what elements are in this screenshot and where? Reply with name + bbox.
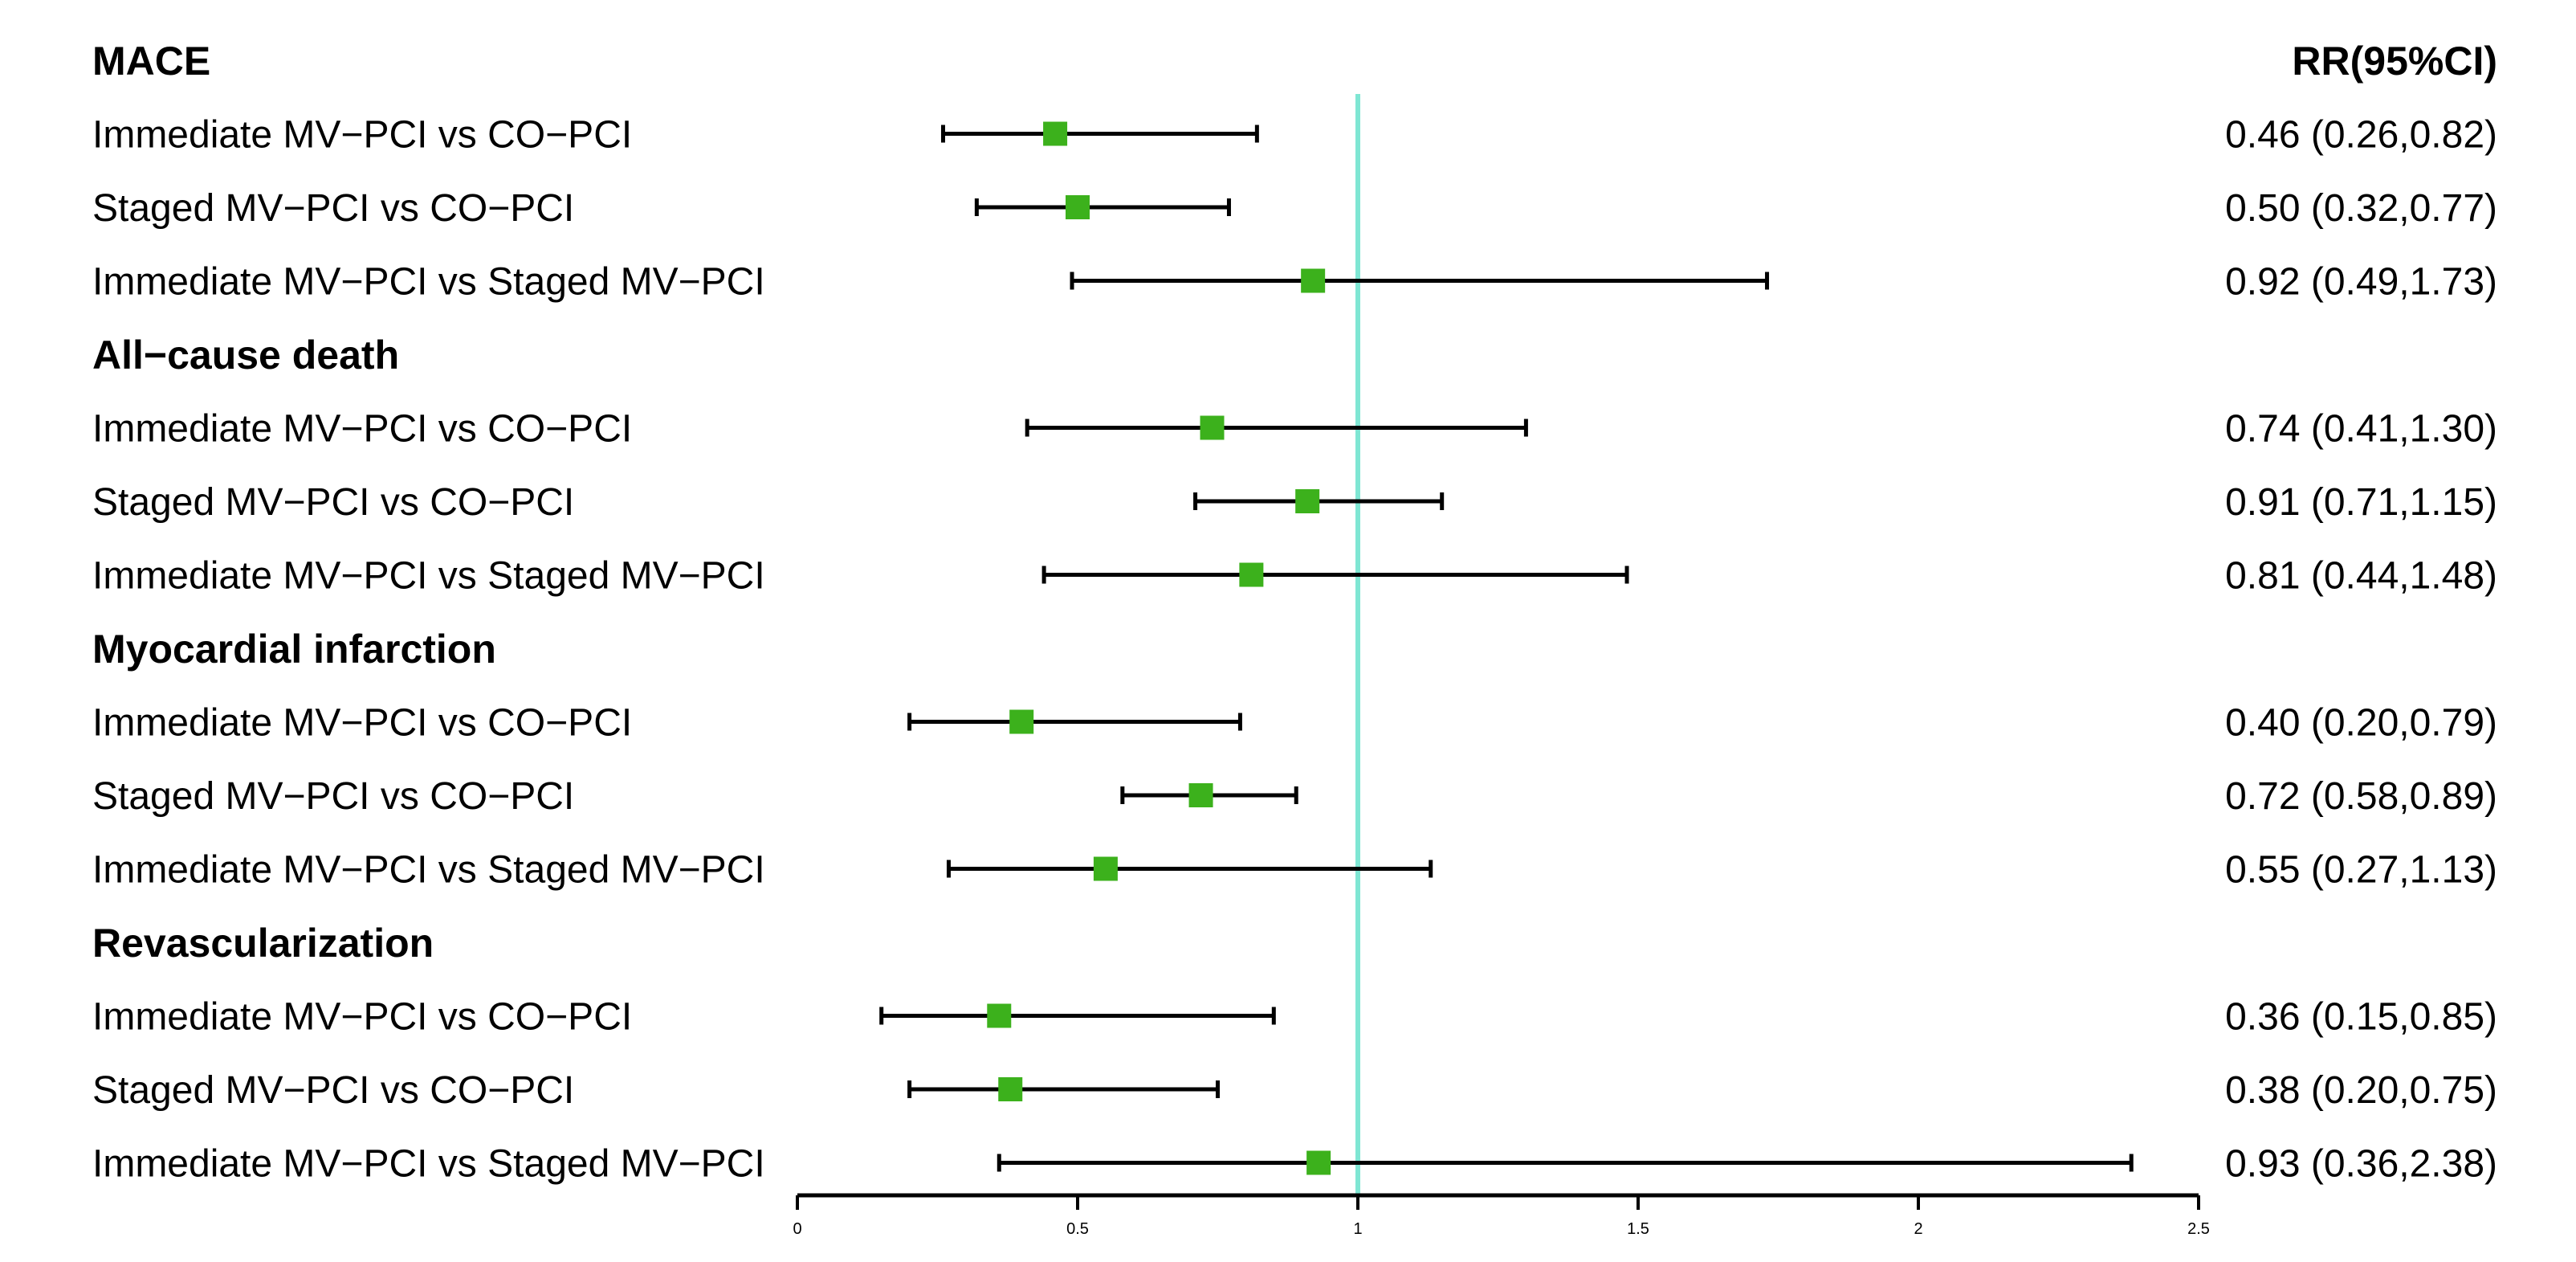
rr-value-label: 0.72 (0.58,0.89) [2225,775,2497,818]
rr-point-marker [1066,195,1090,219]
row-label: Immediate MV−PCI vs Staged MV−PCI [92,261,765,304]
x-tick-label: 2.5 [2187,1220,2210,1238]
row-label: Immediate MV−PCI vs CO−PCI [92,408,632,451]
rr-point-marker [1306,1150,1331,1175]
rr-point-marker [998,1077,1023,1101]
rr-column-header: RR(95%CI) [2292,39,2497,84]
rr-value-label: 0.81 (0.44,1.48) [2225,555,2497,598]
row-label: Immediate MV−PCI vs Staged MV−PCI [92,849,765,892]
x-tick-label: 0 [793,1220,801,1238]
group-title: Myocardial infarction [92,627,496,672]
row-label: Staged MV−PCI vs CO−PCI [92,775,574,818]
row-label: Immediate MV−PCI vs Staged MV−PCI [92,555,765,598]
rr-value-label: 0.93 (0.36,2.38) [2225,1143,2497,1186]
row-label: Immediate MV−PCI vs CO−PCI [92,114,632,157]
x-axis: 0 0.5 1 1.5 2 2.5 [793,1193,2210,1238]
x-tick-label: 2 [1914,1220,1922,1238]
group-title: All−cause death [92,333,399,378]
intervals-layer [879,125,2134,1172]
row-label: Immediate MV−PCI vs CO−PCI [92,996,632,1039]
rr-value-label: 0.38 (0.20,0.75) [2225,1069,2497,1112]
x-tick-label: 1 [1353,1220,1362,1238]
rr-point-marker [1295,489,1320,513]
rr-value-label: 0.50 (0.32,0.77) [2225,187,2497,230]
rr-value-label: 0.55 (0.27,1.13) [2225,849,2497,892]
rr-value-label: 0.36 (0.15,0.85) [2225,996,2497,1039]
rr-point-marker [987,1003,1012,1028]
rr-value-label: 0.46 (0.26,0.82) [2225,114,2497,157]
row-label: Immediate MV−PCI vs CO−PCI [92,702,632,745]
labels-layer: RR(95%CI) MACE Immediate MV−PCI vs CO−PCI 0… [92,39,2497,1186]
group-title: MACE [92,39,210,84]
row-label: Staged MV−PCI vs CO−PCI [92,187,574,230]
row-label: Staged MV−PCI vs CO−PCI [92,481,574,524]
row-label: Staged MV−PCI vs CO−PCI [92,1069,574,1112]
rr-point-marker [1239,562,1264,587]
rr-value-label: 0.74 (0.41,1.30) [2225,408,2497,451]
x-tick-label: 0.5 [1066,1220,1089,1238]
x-tick-label: 1.5 [1627,1220,1649,1238]
rr-point-marker [1009,709,1034,734]
rr-value-label: 0.91 (0.71,1.15) [2225,481,2497,524]
row-label: Immediate MV−PCI vs Staged MV−PCI [92,1143,765,1186]
rr-value-label: 0.92 (0.49,1.73) [2225,261,2497,304]
rr-point-marker [1301,268,1326,293]
rr-point-marker [1200,415,1225,440]
rr-value-label: 0.40 (0.20,0.79) [2225,702,2497,745]
rr-point-marker [1093,856,1118,881]
rr-point-marker [1188,783,1213,807]
group-title: Revascularization [92,921,434,966]
markers-layer [987,121,1331,1175]
rr-point-marker [1043,121,1068,146]
